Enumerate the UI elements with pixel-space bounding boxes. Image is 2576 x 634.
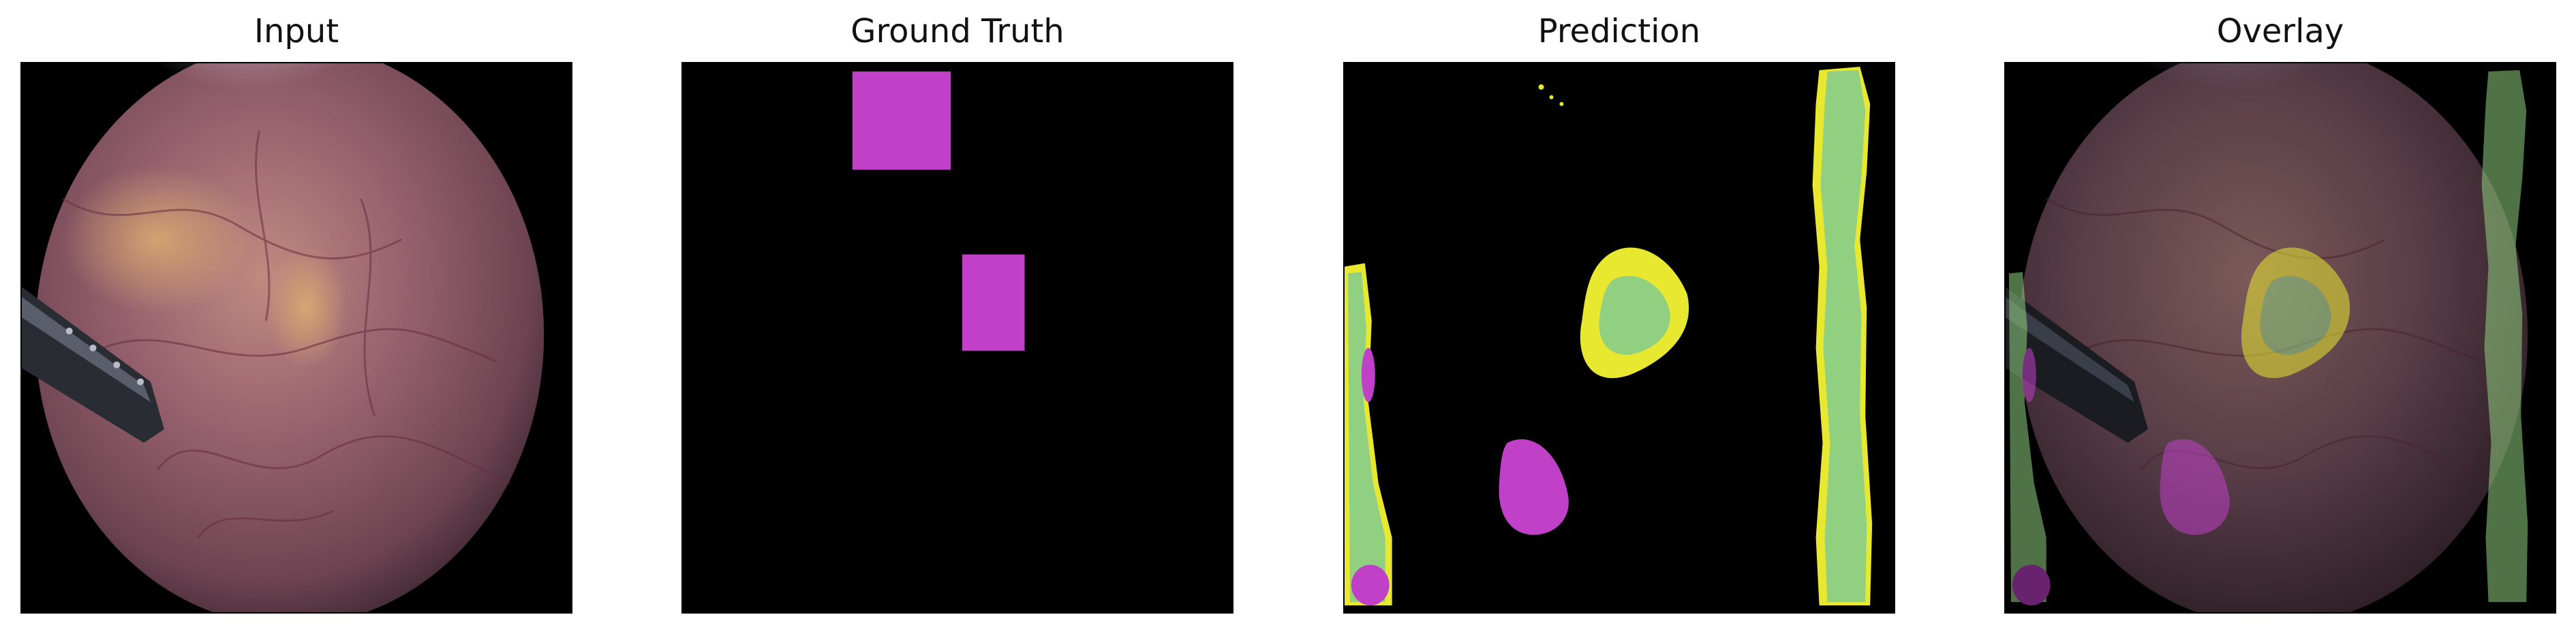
panel-overlay: Overlay xyxy=(2004,0,2556,634)
gt-box-2 xyxy=(962,254,1025,351)
prediction-mask xyxy=(1343,62,1895,614)
input-image xyxy=(20,62,572,614)
gt-box-1 xyxy=(852,71,951,170)
panel-title: Prediction xyxy=(1537,12,1701,50)
panel-title: Ground Truth xyxy=(850,12,1064,50)
panel-input: Input xyxy=(20,0,572,634)
panel-title: Input xyxy=(254,12,339,50)
panel-prediction: Prediction xyxy=(1343,0,1895,634)
panel-ground-truth: Ground Truth xyxy=(681,0,1233,634)
ground-truth-mask xyxy=(681,62,1233,614)
panel-title: Overlay xyxy=(2216,12,2344,50)
overlay-image xyxy=(2004,62,2556,614)
